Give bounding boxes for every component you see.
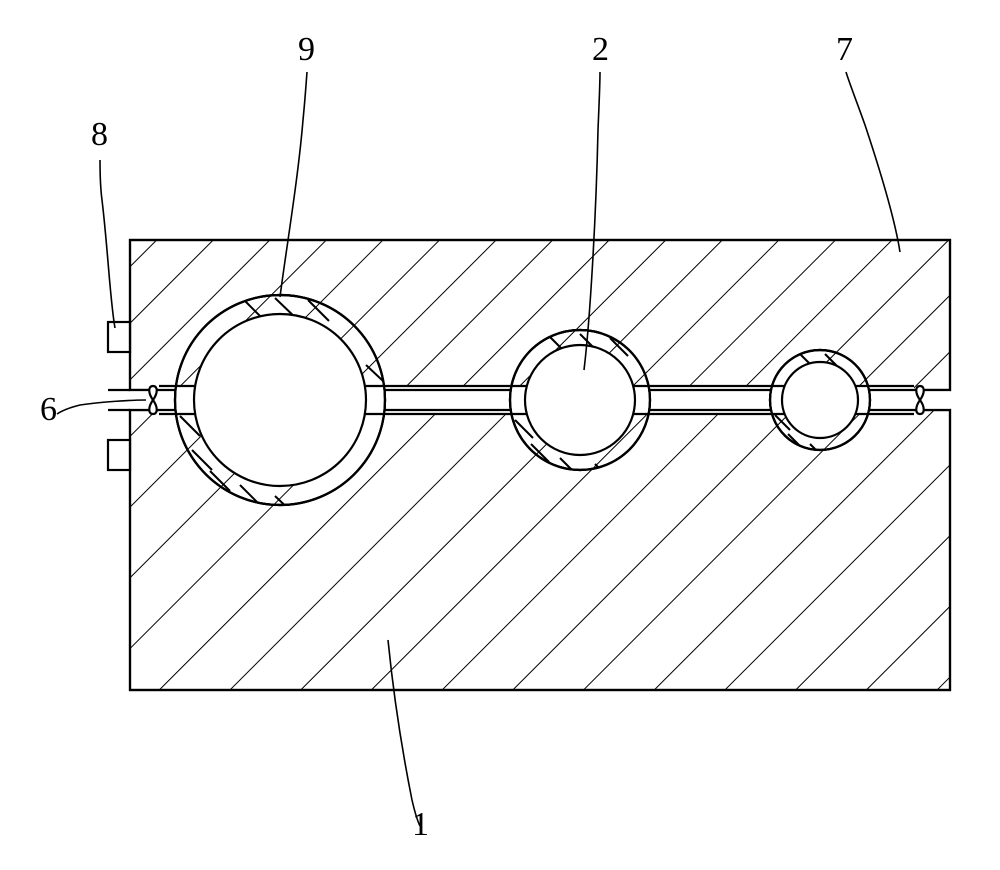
leader-7: [846, 72, 900, 252]
label-7: 7: [836, 31, 853, 68]
label-8: 8: [91, 116, 108, 153]
label-1: 1: [412, 806, 429, 843]
label-9: 9: [298, 31, 315, 68]
channel: [159, 386, 914, 414]
tab-lower: [108, 440, 130, 470]
label-2: 2: [592, 31, 609, 68]
label-6: 6: [40, 391, 57, 428]
tab-upper: [108, 322, 130, 352]
leader-8: [100, 160, 115, 328]
